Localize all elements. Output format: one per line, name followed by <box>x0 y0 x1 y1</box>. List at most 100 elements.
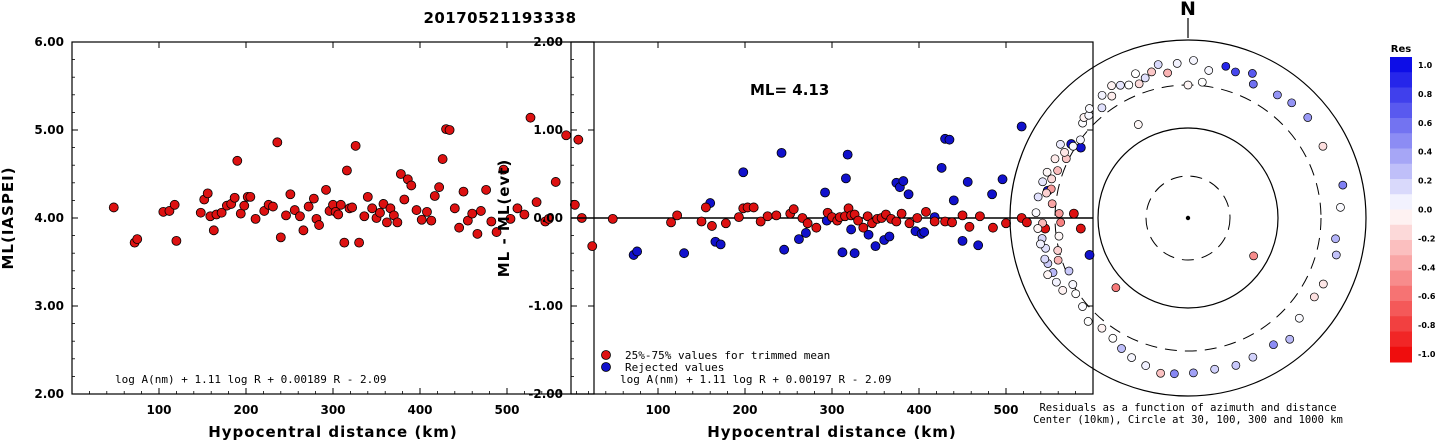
residual-point <box>1318 279 1328 289</box>
data-point <box>429 191 440 201</box>
data-point-trimmed <box>666 217 676 228</box>
residual-point <box>1309 292 1319 302</box>
data-point <box>467 208 478 219</box>
data-point-trimmed <box>802 218 813 229</box>
data-point-rejected <box>801 228 811 238</box>
data-point <box>561 130 572 141</box>
y-tick-label: 0.00 <box>533 211 563 225</box>
data-point-trimmed <box>755 216 766 227</box>
colorbar-cell <box>1390 133 1412 149</box>
data-point <box>531 197 542 208</box>
data-point <box>498 164 509 175</box>
residual-point <box>1108 333 1118 343</box>
residual-point <box>1285 334 1295 344</box>
colorbar-cell <box>1390 194 1412 210</box>
colorbar-ticks: 1.0 0.8 0.6 0.4 0.2 0.0 -0.2 -0.4 -0.6 -0.8 -1.0 <box>1418 61 1436 359</box>
data-point-rejected <box>944 134 955 145</box>
x-tick-label: 100 <box>146 403 171 417</box>
data-point <box>216 207 227 218</box>
colorbar-tick-label: 0.2 <box>1418 177 1432 186</box>
data-point-rejected <box>919 227 930 237</box>
data-point <box>472 228 483 239</box>
colorbar-tick-label: 0.4 <box>1418 148 1433 157</box>
data-point <box>395 169 406 179</box>
data-point <box>359 211 370 222</box>
residual-point <box>1338 180 1348 190</box>
colorbar-cell <box>1390 72 1412 88</box>
data-point-rejected <box>987 189 997 200</box>
residual-point <box>1050 154 1060 164</box>
data-point-rejected <box>849 248 860 259</box>
residual-point <box>1040 254 1050 264</box>
data-point-rejected <box>846 224 857 235</box>
data-point-trimmed <box>912 213 923 223</box>
ring-1000km <box>1009 39 1367 397</box>
y-tick-label: 1.00 <box>533 123 563 137</box>
residual-point <box>1038 177 1048 187</box>
data-point-rejected <box>948 195 959 206</box>
data-point <box>543 213 554 224</box>
colorbar-cell <box>1390 87 1412 104</box>
data-point-rejected <box>973 240 984 251</box>
data-point-trimmed <box>720 218 731 229</box>
y-tick-label: -1.00 <box>528 299 563 313</box>
north-label: N <box>1180 0 1196 20</box>
residual-point <box>1042 188 1051 198</box>
colorbar-cell <box>1390 209 1412 226</box>
residual-point <box>1047 174 1057 184</box>
residual-point <box>1331 250 1341 260</box>
data-point-trimmed <box>607 213 618 224</box>
data-point <box>275 232 286 243</box>
data-point <box>339 237 350 248</box>
data-point <box>454 222 465 233</box>
residual-point <box>1331 234 1340 244</box>
data-point-trimmed <box>788 204 799 215</box>
data-point <box>335 199 346 210</box>
residual-point <box>1083 317 1093 326</box>
colorbar-tick-label: -0.8 <box>1418 321 1436 330</box>
residual-point <box>1124 80 1134 90</box>
data-point <box>375 207 385 218</box>
data-point <box>367 203 378 214</box>
data-point-trimmed <box>762 211 773 222</box>
colorbar-tick-label: -0.2 <box>1418 234 1436 243</box>
data-point-rejected <box>870 241 881 252</box>
center-marker <box>1185 215 1191 221</box>
data-point <box>239 200 250 211</box>
data-points <box>1031 56 1348 379</box>
residual-point <box>1140 73 1150 83</box>
y-tick-label: 3.00 <box>34 299 64 313</box>
caption-line-1: Residuals as a function of azimuth and d… <box>1039 402 1336 414</box>
data-point-rejected <box>1075 142 1086 153</box>
data-point-trimmed <box>921 206 931 217</box>
residual-point <box>1172 59 1182 68</box>
colorbar-tick-label: 1.0 <box>1418 61 1433 70</box>
data-points <box>108 112 598 252</box>
residual-point <box>1111 283 1121 293</box>
data-point-trimmed <box>1075 223 1086 234</box>
y-tick-label: 6.00 <box>34 35 64 49</box>
data-point-rejected <box>863 229 874 240</box>
data-point <box>399 194 410 205</box>
residual-point <box>1054 231 1064 241</box>
data-point <box>171 235 182 246</box>
residual-point <box>1056 218 1066 227</box>
x-axis-ticks: 100 200 300 400 500 <box>588 42 1076 417</box>
residual-point <box>1085 104 1094 113</box>
data-point-trimmed <box>904 218 915 229</box>
residual-point <box>1221 61 1231 71</box>
data-point <box>437 154 448 164</box>
x-tick-label: 500 <box>494 403 519 417</box>
x-tick-label: 300 <box>819 403 844 417</box>
residual-point <box>1060 148 1069 157</box>
legend-label-rejected: Rejected values <box>625 361 724 374</box>
data-point-rejected <box>679 248 689 259</box>
residual-point <box>1043 270 1053 280</box>
colorbar-cell <box>1390 224 1412 241</box>
x-tick-label: 400 <box>906 403 931 417</box>
data-point <box>285 189 296 200</box>
panel-azimuth-residuals: N Residuals as a function of azimuth and… <box>1009 0 1367 426</box>
data-point-trimmed <box>862 211 873 222</box>
residual-point <box>1147 67 1156 77</box>
